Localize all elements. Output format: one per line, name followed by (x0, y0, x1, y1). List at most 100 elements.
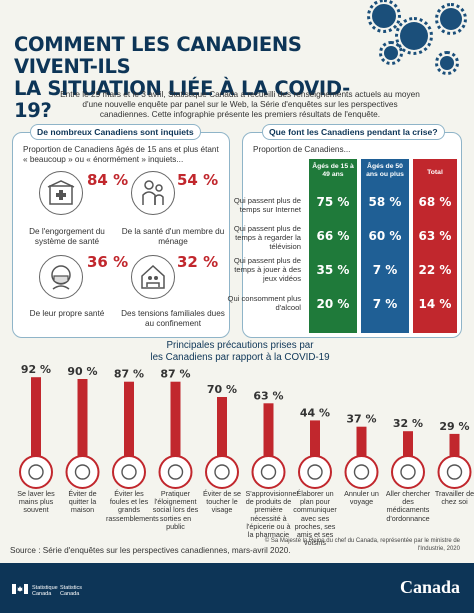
no-face-touch-icon (205, 455, 239, 489)
precaution-category-label: Éviter les foules et les grands rassembl… (106, 489, 159, 523)
activity-value: 7 % (372, 297, 398, 311)
precautions-chart-svg: 92 % 90 % 87 % 87 % 70 % 63 % 44 % 37 % 32 % 29 % (19, 363, 472, 489)
org-line: Canada (32, 591, 52, 598)
precaution-category-label: Éviter de se toucher le visage (203, 489, 241, 515)
stat-label: De l'engorgement du système de santé (29, 227, 105, 246)
precaution-bar (77, 379, 88, 460)
stat-label: Des tensions familiales dues au confinem… (121, 309, 225, 328)
precaution-value-label: 37 % (346, 413, 376, 426)
precaution-bar (170, 381, 181, 460)
precaution-category-label: Aller chercher des médicaments d'ordonna… (385, 489, 431, 523)
precaution-category-label: Annuler un voyage (344, 489, 379, 507)
column-header-15-49: Âgés de 15 à 49 ans (309, 159, 357, 187)
intro-text: Entre le 29 mars et le 3 avril, Statisti… (60, 89, 420, 119)
precaution-bar (217, 397, 227, 460)
laptop-icon (437, 455, 472, 489)
stat-percent: 36 % (87, 253, 129, 271)
activity-label: Qui consomment plus d'alcool (227, 294, 301, 312)
precaution-bar (356, 426, 367, 460)
source-note: Source : Série d'enquêtes sur les perspe… (10, 546, 291, 555)
column-total (413, 187, 457, 333)
precaution-glyph (260, 464, 277, 480)
copyright-note: © Sa Majesté la Reine du chef du Canada,… (264, 538, 460, 552)
precaution-bar (263, 403, 274, 460)
stat-label: De la santé d'un membre du ménage (121, 227, 225, 246)
activity-value: 63 % (418, 229, 452, 243)
activities-panel: Proportion de Canadiens... Âgés de 15 à … (228, 132, 462, 338)
precaution-bar (449, 433, 460, 460)
precaution-category-label: Élaborer un plan pour communiquer avec s… (293, 489, 337, 548)
precaution-glyph (74, 464, 91, 480)
chart-title: Principales précautions prises par les C… (110, 340, 370, 364)
activity-value: 68 % (418, 195, 452, 209)
luggage-icon (344, 455, 379, 489)
activity-value: 14 % (418, 297, 452, 311)
precaution-category-label: Pratiquer l'éloignement social lors des … (152, 489, 199, 531)
precaution-glyph (446, 464, 463, 480)
chart-title-line: les Canadiens par rapport à la COVID-19 (150, 352, 330, 363)
activity-label: Qui passent plus de temps sur Internet (233, 196, 301, 214)
virus-icon (367, 0, 401, 33)
stat-percent: 54 % (177, 171, 219, 189)
precaution-value-label: 63 % (253, 389, 283, 402)
org-line: Statistique (32, 585, 58, 591)
header: COMMENT LES CANADIENS VIVENT-ILS LA SITU… (0, 0, 474, 122)
activity-label: Qui passent plus de temps à jouer à des … (233, 256, 301, 283)
precaution-category-label: Travailler de chez soi (434, 489, 474, 507)
title-line: COMMENT LES CANADIENS VIVENT-ILS (14, 33, 302, 78)
hospital-icon (39, 171, 83, 215)
stat-percent: 32 % (177, 253, 219, 271)
precaution-glyph (121, 464, 137, 480)
org-line: Statistics (60, 585, 83, 591)
masked-person-icon (39, 255, 83, 299)
stat-percent: 84 % (87, 171, 129, 189)
activity-value: 58 % (368, 195, 402, 209)
column-header-total: Total (413, 159, 457, 187)
precaution-bar (31, 377, 41, 460)
virus-icon (395, 17, 433, 55)
worries-intro: Proportion de Canadiens âgés de 15 ans e… (23, 145, 219, 164)
footer: Statistique Canada Statistics Canada Can… (0, 563, 474, 613)
activity-value: 35 % (316, 263, 350, 277)
precaution-category-label: Se laver les mains plus souvent (17, 489, 55, 515)
activity-value: 22 % (418, 263, 452, 277)
precaution-value-label: 92 % (21, 363, 51, 376)
column-header-50-plus: Âgés de 50 ans ou plus (361, 159, 409, 187)
virus-icon (379, 41, 403, 65)
virus-icon (435, 51, 459, 75)
precaution-bar (310, 420, 320, 460)
home-tension-icon (131, 255, 175, 299)
org-name-fr: Statistique Canada (32, 585, 58, 597)
house-icon (65, 455, 100, 489)
org-name-en: Statistics Canada (60, 585, 82, 597)
org-line: Canada (60, 591, 80, 598)
activity-value: 75 % (316, 195, 350, 209)
distance-icon (158, 455, 193, 489)
phone-icon (298, 455, 332, 489)
precautions-chart: 92 % 90 % 87 % 87 % 70 % 63 % 44 % 37 % 32 % 29 %… (0, 356, 474, 547)
worries-panel: Proportion de Canadiens âgés de 15 ans e… (12, 132, 230, 338)
title-line: LA SITUATION LIÉE À LA COVID-19? (14, 77, 350, 122)
grocery-icon (251, 455, 286, 489)
precaution-value-label: 87 % (160, 368, 190, 381)
stat-label: De leur propre santé (29, 309, 105, 318)
precaution-value-label: 87 % (114, 368, 144, 381)
precaution-glyph (28, 464, 44, 480)
family-icon (131, 171, 175, 215)
column-50-plus (361, 187, 409, 333)
pill-icon (391, 455, 425, 489)
activity-value: 66 % (316, 229, 350, 243)
chart-title-line: Principales précautions prises par (166, 340, 314, 351)
precaution-value-label: 70 % (207, 383, 237, 396)
column-15-49 (309, 187, 357, 333)
precaution-category-label: S'approvisionner de produits de première… (245, 489, 299, 540)
handwash-icon (19, 455, 53, 489)
precaution-category-label: Éviter de quitter la maison (68, 489, 97, 515)
page-title: COMMENT LES CANADIENS VIVENT-ILS LA SITU… (14, 34, 374, 122)
precaution-glyph (214, 464, 230, 480)
precaution-glyph (353, 464, 370, 480)
crowd-icon (112, 455, 146, 489)
activities-panel-title: Que font les Canadiens pendant la crise? (262, 124, 445, 140)
precaution-glyph (400, 464, 416, 480)
virus-icon (435, 3, 467, 35)
